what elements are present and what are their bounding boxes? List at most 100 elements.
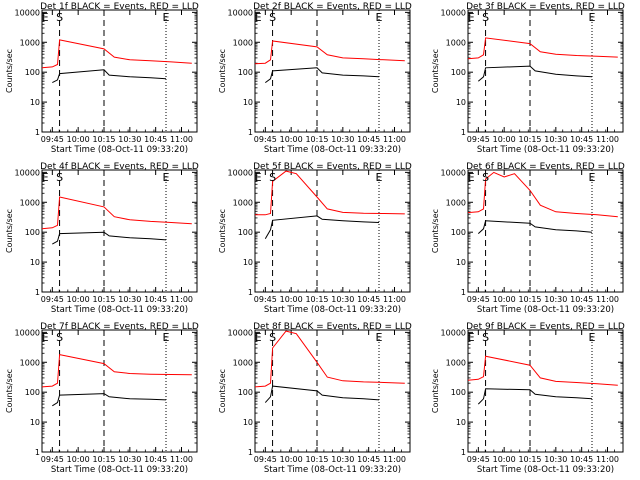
events-series-line [477,388,593,405]
x-tick-label: 10:00 [493,295,516,304]
lld-series-line [254,40,405,65]
x-tick-label: 11:00 [596,295,619,304]
plot-frame [254,329,411,453]
x-tick-label: 10:45 [570,135,593,144]
y-tick-label: 10 [243,418,253,427]
y-tick-label: 1000 [20,358,40,367]
y-tick-label: 100 [25,68,40,77]
y-tick-label: 1 [248,448,253,457]
panel-title: Det 5f BLACK = Events, RED = LLD [253,162,412,172]
panel-title: Det 4f BLACK = Events, RED = LLD [40,162,199,172]
marker-label-e: E [589,11,596,24]
events-series-line [52,231,167,245]
y-tick-label: 1000 [446,358,466,367]
y-tick-label: 1 [35,288,40,297]
x-tick-label: 10:30 [331,455,354,464]
detector-panel-4: Det 4f BLACK = Events, RED = LLD 1 10 100 10… [5,162,199,315]
events-series-line [264,385,380,403]
marker-label-s: S [269,331,276,344]
marker-label-e: E [468,11,475,24]
x-tick-label: 11:00 [383,135,406,144]
marker-label-e: E [589,171,596,184]
detector-panel-5: Det 5f BLACK = Events, RED = LLD 1 10 100 10… [218,162,412,315]
y-axis-label: Counts/sec [5,49,14,93]
y-tick-label: 10000 [15,8,40,17]
x-tick-label: 10:15 [92,455,115,464]
x-axis-label: Start Time (08-Oct-11 09:33:20) [51,305,188,315]
x-tick-label: 11:00 [383,295,406,304]
marker-label-e: E [163,331,170,344]
marker-label-s: S [482,331,489,344]
x-tick-label: 10:00 [493,455,516,464]
x-tick-label: 10:30 [118,135,141,144]
x-tick-label: 09:45 [467,455,490,464]
x-tick-label: 10:15 [92,295,115,304]
x-tick-label: 10:45 [570,295,593,304]
marker-label-e: E [376,331,383,344]
x-tick-label: 10:00 [67,455,90,464]
panel-title: Det 3f BLACK = Events, RED = LLD [466,2,625,12]
x-tick-label: 10:00 [67,295,90,304]
detector-panel-8: Det 8f BLACK = Events, RED = LLD 1 10 100 10… [218,322,412,475]
y-tick-label: 1 [35,128,40,137]
y-axis-label: Counts/sec [218,49,227,93]
x-axis-label: Start Time (08-Oct-11 09:33:20) [477,145,614,155]
plot-frame [467,9,624,133]
marker-label-e: E [589,331,596,344]
events-series-line [477,220,593,234]
y-tick-label: 10 [30,98,40,107]
detector-panel-1: Det 1f BLACK = Events, RED = LLD 1 10 100 10… [5,2,199,155]
y-tick-label: 100 [238,228,253,237]
marker-label-e: E [42,171,49,184]
lld-series-line [41,196,192,230]
lld-series-line [467,37,618,60]
y-tick-label: 10000 [15,328,40,337]
x-tick-label: 10:15 [518,135,541,144]
x-axis-label: Start Time (08-Oct-11 09:33:20) [264,465,401,475]
y-tick-label: 1 [248,288,253,297]
x-tick-label: 10:30 [118,455,141,464]
events-series-line [52,393,167,407]
y-tick-label: 1000 [20,38,40,47]
plot-frame [41,169,198,293]
y-axis-label: Counts/sec [5,209,14,253]
y-tick-label: 1000 [233,198,253,207]
marker-label-s: S [269,11,276,24]
y-tick-label: 10000 [441,328,466,337]
panel-title: Det 7f BLACK = Events, RED = LLD [40,322,199,332]
x-tick-label: 09:45 [41,455,64,464]
y-tick-label: 10000 [15,168,40,177]
y-tick-label: 1 [461,448,466,457]
x-tick-label: 10:00 [280,455,303,464]
y-tick-label: 100 [451,388,466,397]
lld-series-line [254,330,405,388]
y-tick-label: 1 [461,288,466,297]
x-tick-label: 09:45 [41,295,64,304]
marker-label-e: E [255,171,262,184]
plot-frame [41,329,198,453]
x-axis-label: Start Time (08-Oct-11 09:33:20) [477,465,614,475]
events-series-line [52,69,167,84]
lld-series-line [41,353,192,388]
panel-title: Det 1f BLACK = Events, RED = LLD [40,2,199,12]
marker-label-e: E [163,171,170,184]
events-series-line [265,67,380,84]
x-tick-label: 09:45 [41,135,64,144]
x-tick-label: 10:30 [331,295,354,304]
y-axis-label: Counts/sec [431,369,440,413]
y-tick-label: 1 [461,128,466,137]
panel-title: Det 8f BLACK = Events, RED = LLD [253,322,412,332]
events-series-line [264,215,380,240]
x-tick-label: 10:30 [118,295,141,304]
panel-title: Det 2f BLACK = Events, RED = LLD [253,2,412,12]
x-tick-label: 10:45 [357,135,380,144]
y-tick-label: 10 [456,98,466,107]
y-axis-label: Counts/sec [5,369,14,413]
lld-series-line [467,355,618,386]
plot-frame [254,169,411,293]
x-tick-label: 11:00 [170,455,193,464]
y-tick-label: 10000 [228,168,253,177]
marker-label-s: S [56,331,63,344]
x-tick-label: 10:00 [280,135,303,144]
